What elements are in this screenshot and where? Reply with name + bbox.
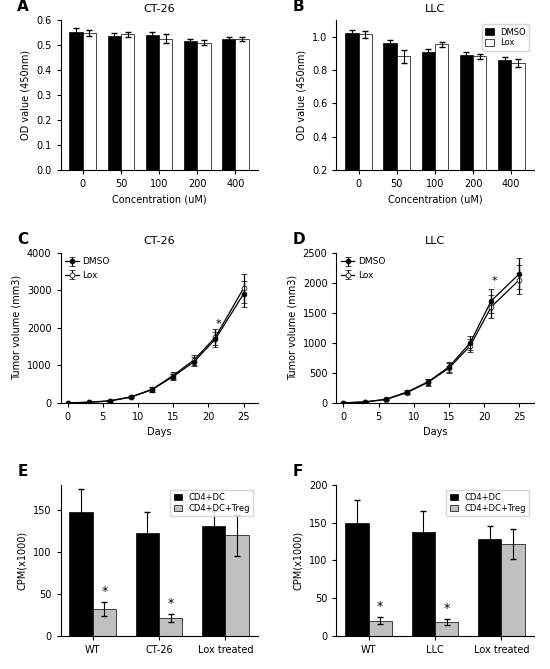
Bar — [69, 512, 93, 636]
Title: LLC: LLC — [425, 4, 445, 14]
Bar — [359, 34, 372, 203]
Legend: CD4+DC, CD4+DC+Treg: CD4+DC, CD4+DC+Treg — [170, 490, 254, 516]
Text: *: * — [377, 600, 383, 613]
Bar — [478, 539, 501, 636]
Bar — [222, 39, 235, 170]
Y-axis label: CPM(x1000): CPM(x1000) — [293, 531, 304, 590]
Bar — [108, 35, 121, 170]
Bar — [226, 535, 249, 636]
Text: E: E — [17, 464, 28, 480]
Bar — [69, 31, 83, 170]
Title: CT-26: CT-26 — [143, 4, 175, 14]
Bar — [235, 39, 249, 170]
Bar — [397, 56, 410, 203]
Y-axis label: Tumor volume (mm3): Tumor volume (mm3) — [12, 275, 21, 381]
Bar — [83, 33, 96, 170]
Bar — [202, 527, 226, 636]
X-axis label: Concentration (uM): Concentration (uM) — [388, 195, 482, 205]
Title: CT-26: CT-26 — [143, 236, 175, 246]
Bar — [501, 544, 525, 636]
Text: *: * — [168, 597, 174, 609]
Text: F: F — [293, 464, 304, 480]
Y-axis label: Tumor volume (mm3): Tumor volume (mm3) — [287, 275, 297, 381]
Legend: DMSO, Lox: DMSO, Lox — [341, 258, 386, 280]
Legend: DMSO, Lox: DMSO, Lox — [65, 258, 109, 280]
Title: LLC: LLC — [425, 236, 445, 246]
Bar — [159, 39, 172, 170]
Y-axis label: OD value (450nm): OD value (450nm) — [296, 50, 306, 140]
Text: C: C — [17, 231, 28, 247]
Bar — [412, 532, 435, 636]
Bar — [498, 60, 511, 203]
X-axis label: Days: Days — [147, 427, 171, 438]
Legend: CD4+DC, CD4+DC+Treg: CD4+DC, CD4+DC+Treg — [446, 490, 529, 516]
Bar — [422, 52, 435, 203]
Text: *: * — [443, 602, 450, 615]
Bar — [197, 43, 211, 170]
X-axis label: Concentration (uM): Concentration (uM) — [112, 195, 206, 205]
Bar — [368, 621, 392, 636]
Y-axis label: OD value (450nm): OD value (450nm) — [20, 50, 31, 140]
Text: A: A — [17, 0, 29, 14]
Bar — [435, 44, 448, 203]
Text: *: * — [216, 318, 222, 328]
Bar — [136, 533, 159, 636]
Text: *: * — [492, 276, 498, 286]
X-axis label: Days: Days — [423, 427, 447, 438]
Text: *: * — [101, 585, 107, 598]
Bar — [435, 622, 458, 636]
Bar — [184, 41, 197, 170]
Bar — [345, 523, 368, 636]
Bar — [159, 618, 182, 636]
Y-axis label: CPM(x1000): CPM(x1000) — [18, 531, 28, 590]
Bar — [93, 609, 116, 636]
Bar — [460, 56, 473, 203]
Text: D: D — [293, 231, 306, 247]
Bar — [383, 43, 397, 203]
Bar — [345, 33, 359, 203]
Bar — [473, 56, 486, 203]
Legend: DMSO, Lox: DMSO, Lox — [482, 24, 529, 51]
Bar — [146, 35, 159, 170]
Bar — [511, 63, 525, 203]
Text: B: B — [293, 0, 305, 14]
Bar — [121, 34, 134, 170]
